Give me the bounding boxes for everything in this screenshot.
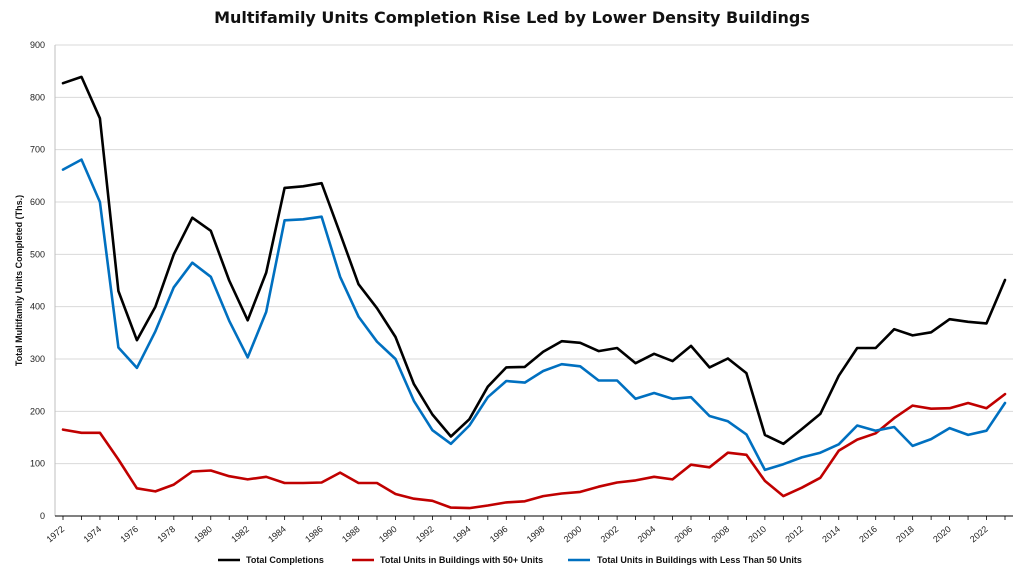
- x-tick-label: 1982: [229, 524, 251, 545]
- legend-label-2: Total Units in Buildings with 50+ Units: [380, 555, 543, 565]
- x-tick-label: 1986: [303, 524, 325, 545]
- y-tick-label: 700: [30, 145, 45, 155]
- x-tick-label: 2000: [562, 524, 584, 545]
- series-lines: [61, 75, 1007, 510]
- x-tick-label: 2010: [746, 524, 768, 545]
- y-tick-label: 800: [30, 92, 45, 102]
- y-tick-label: 300: [30, 354, 45, 364]
- x-tick-label: 2022: [968, 524, 990, 545]
- x-tick-label: 1988: [340, 524, 362, 545]
- y-tick-label: 500: [30, 249, 45, 259]
- series-line-2: [61, 392, 1007, 510]
- y-tick-label: 600: [30, 197, 45, 207]
- axes: 0 100 200 300 400 500 600 700 800 900 1972 1974 1976…: [14, 40, 1013, 544]
- x-tick-label: 1990: [377, 524, 399, 545]
- gridlines: [55, 44, 1013, 465]
- x-tick-label: 2014: [820, 524, 842, 545]
- x-tick-label: 2020: [931, 524, 953, 545]
- x-tick-label: 1994: [451, 524, 473, 545]
- x-tick-label: 2002: [599, 524, 621, 545]
- x-tick-label: 2018: [894, 524, 916, 545]
- x-tick-label: 2012: [783, 524, 805, 545]
- legend-label-3: Total Units in Buildings with Less Than …: [597, 555, 802, 565]
- x-tick-label: 1996: [488, 524, 510, 545]
- y-tick-label: 200: [30, 406, 45, 416]
- legend: Total Completions Total Units in Building…: [218, 555, 802, 565]
- y-tick-label: 400: [30, 302, 45, 312]
- y-tick-label: 900: [30, 40, 45, 50]
- x-tick-label: 2004: [636, 524, 658, 545]
- x-tick-label: 2008: [709, 524, 731, 545]
- x-tick-label: 1978: [155, 524, 177, 545]
- chart-title: Multifamily Units Completion Rise Led by…: [214, 8, 810, 27]
- x-tick-label: 2016: [857, 524, 879, 545]
- y-tick-label: 0: [40, 511, 45, 521]
- y-axis-title: Total Multifamily Units Completed (Ths.): [14, 195, 24, 366]
- x-tick-label: 1980: [192, 524, 214, 545]
- x-tick-label: 1984: [266, 524, 288, 545]
- x-tick-label: 1976: [118, 524, 140, 545]
- x-tick-label: 1972: [45, 524, 67, 545]
- x-tick-label: 1998: [525, 524, 547, 545]
- series-line-3: [61, 158, 1007, 472]
- legend-label-1: Total Completions: [246, 555, 324, 565]
- y-tick-label: 100: [30, 459, 45, 469]
- x-tick-label: 1992: [414, 524, 436, 545]
- x-tick-label: 1974: [81, 524, 103, 545]
- series-line-1: [61, 75, 1007, 446]
- x-tick-label: 2006: [673, 524, 695, 545]
